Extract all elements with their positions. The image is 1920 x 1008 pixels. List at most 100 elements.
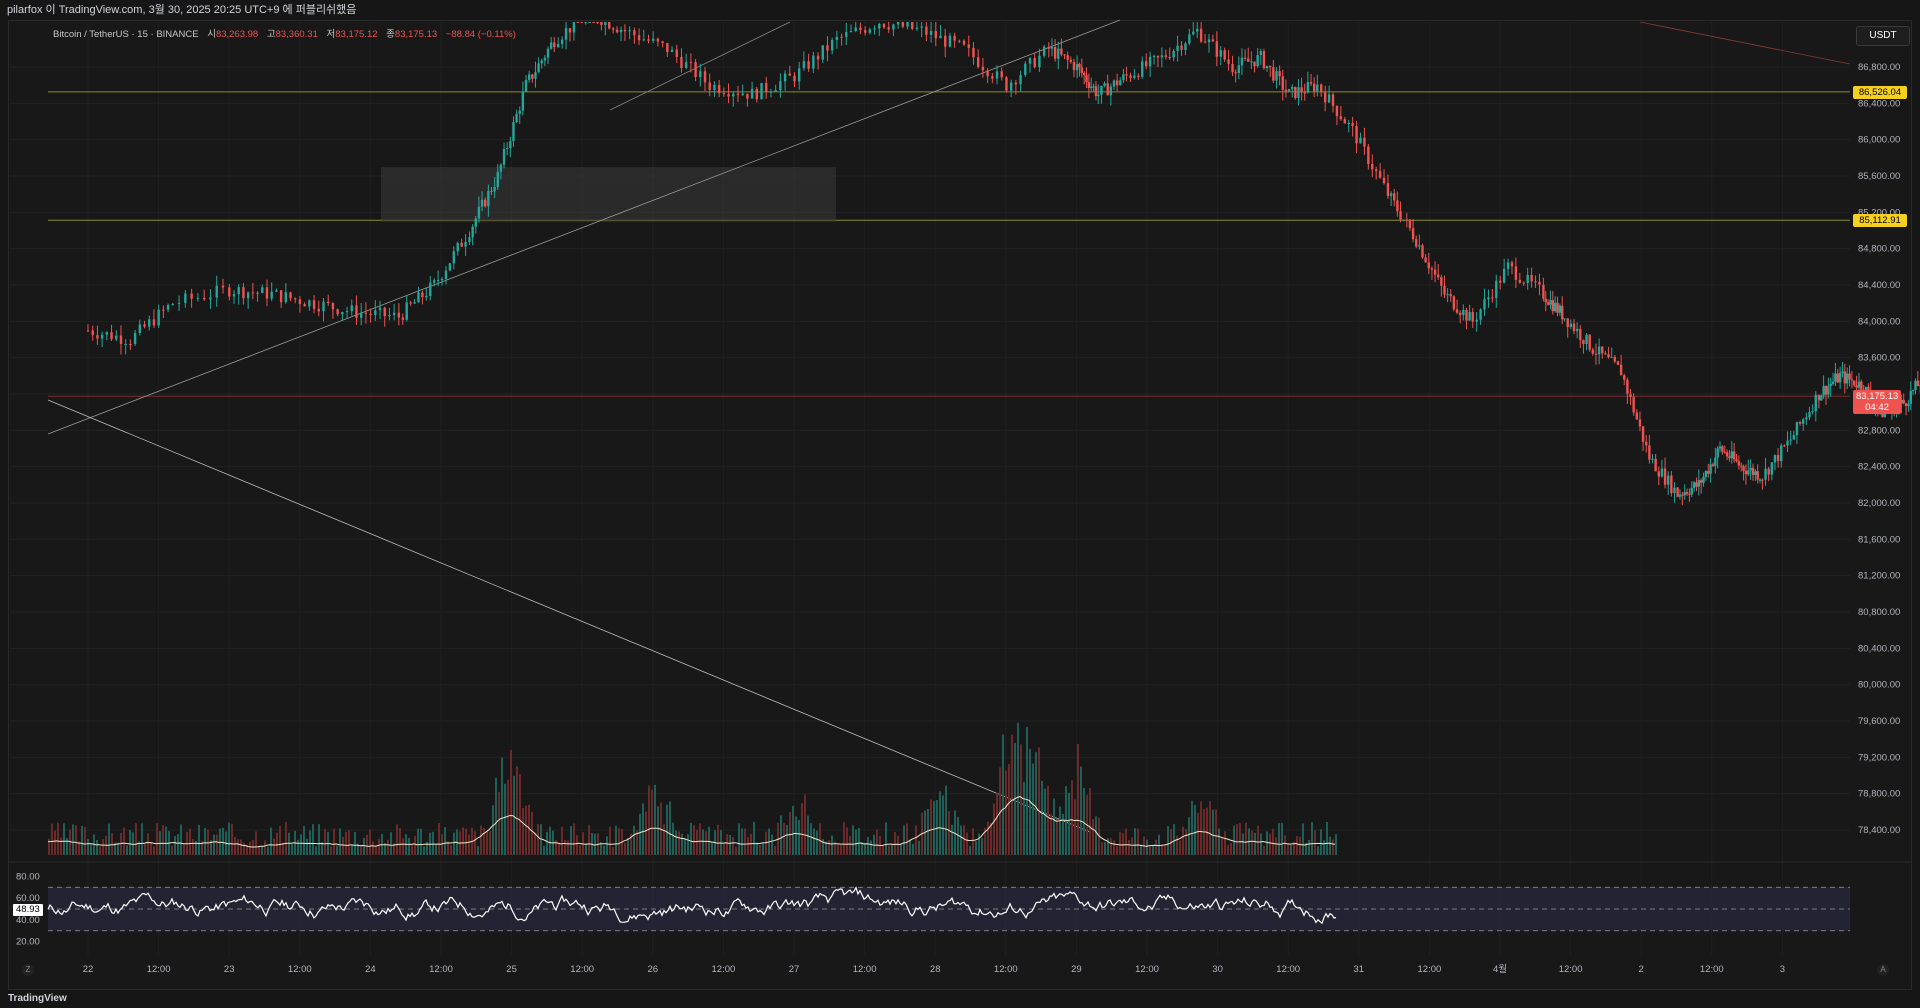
time-axis-label: 22 xyxy=(83,964,94,975)
candle-body xyxy=(524,79,528,92)
candle-body xyxy=(148,319,151,327)
volume-bar xyxy=(69,829,71,855)
candle-body xyxy=(1303,92,1306,94)
price-axis-label: 84,800.00 xyxy=(1858,244,1900,255)
candle-body xyxy=(1437,274,1440,278)
price-axis-label: 82,000.00 xyxy=(1858,498,1900,509)
candle-body xyxy=(1038,55,1041,68)
volume-bar xyxy=(759,844,761,855)
volume-bar xyxy=(507,779,509,855)
candle-body xyxy=(515,113,518,123)
volume-bar xyxy=(387,839,389,855)
volume-bar xyxy=(657,806,659,855)
symbol-name[interactable]: Bitcoin / TetherUS · 15 · BINANCE xyxy=(53,29,199,40)
rsi-value-tag: 48.93 xyxy=(13,904,43,916)
candle-body xyxy=(1066,55,1069,60)
candle-body xyxy=(1702,476,1705,483)
time-axis-label: 12:00 xyxy=(1700,964,1724,975)
volume-bar xyxy=(1314,830,1316,855)
volume-bar xyxy=(309,830,311,855)
candle-body xyxy=(920,26,923,28)
candle-body xyxy=(242,287,245,299)
volume-bar xyxy=(393,843,395,855)
candle-body xyxy=(166,304,170,310)
candle-body xyxy=(177,302,181,304)
candle-body xyxy=(261,287,264,294)
volume-bar xyxy=(888,845,890,855)
volume-bar xyxy=(189,828,191,855)
candle-body xyxy=(232,294,236,297)
candle-body xyxy=(915,27,919,29)
volume-bar xyxy=(1167,825,1169,855)
candle-body xyxy=(537,63,540,73)
volume-bar xyxy=(486,830,488,855)
candle-body xyxy=(1827,386,1830,395)
volume-bar xyxy=(1263,845,1265,855)
candle-body xyxy=(303,304,306,307)
volume-bar xyxy=(321,842,323,855)
candle-body xyxy=(1754,471,1757,475)
volume-bar xyxy=(543,845,545,855)
volume-bar xyxy=(1113,840,1115,855)
volume-bar xyxy=(252,840,254,855)
volume-bar xyxy=(1302,823,1304,855)
candle-body xyxy=(1371,164,1374,170)
candle-body xyxy=(840,36,843,38)
candle-body xyxy=(228,287,231,297)
volume-bar xyxy=(1239,823,1241,855)
currency-button[interactable]: USDT xyxy=(1856,26,1910,46)
timezone-button[interactable]: Z xyxy=(22,964,34,976)
volume-bar xyxy=(222,827,224,855)
candle-body xyxy=(976,57,980,67)
candle-body xyxy=(1663,468,1667,485)
candle-body xyxy=(642,39,645,41)
volume-bar xyxy=(498,791,500,855)
candle-body xyxy=(1811,411,1814,413)
candle-body xyxy=(1297,87,1300,98)
candle-body xyxy=(512,122,515,142)
volume-bar xyxy=(174,836,176,855)
volume-bar xyxy=(354,831,356,855)
candle-body xyxy=(584,22,587,23)
volume-bar xyxy=(315,846,317,855)
candle-body xyxy=(289,292,292,299)
candle-body xyxy=(666,43,669,52)
countdown-value: 04:42 xyxy=(1865,402,1889,413)
volume-bar xyxy=(114,842,116,855)
volume-bar xyxy=(378,838,380,855)
auto-scale-button[interactable]: A xyxy=(1877,964,1889,976)
candle-body xyxy=(1092,86,1095,88)
candle-body xyxy=(750,88,754,99)
candle-body xyxy=(576,22,580,23)
price-axis-label: 79,200.00 xyxy=(1858,752,1900,763)
volume-bar xyxy=(705,831,707,855)
high-label: 고 xyxy=(266,29,276,40)
candle-body xyxy=(1798,422,1802,424)
volume-bar xyxy=(366,834,368,855)
candle-body xyxy=(1561,305,1564,320)
volume-bar xyxy=(834,841,836,855)
candle-body xyxy=(1085,75,1088,83)
candle-body xyxy=(521,91,525,111)
candle-body xyxy=(493,187,496,192)
volume-bar xyxy=(948,811,950,855)
candle-body xyxy=(350,305,353,312)
candle-body xyxy=(162,309,165,311)
volume-bar xyxy=(60,837,62,855)
tradingview-logo[interactable]: TradingView xyxy=(8,993,67,1004)
volume-bar xyxy=(681,833,683,855)
volume-bar xyxy=(1173,824,1175,855)
volume-bar xyxy=(882,845,884,855)
price-axis-label: 82,400.00 xyxy=(1858,462,1900,473)
volume-bar xyxy=(1119,832,1121,855)
candle-body xyxy=(1063,54,1066,56)
candle-body xyxy=(765,82,768,93)
volume-bar xyxy=(861,842,863,855)
price-axis-label: 85,200.00 xyxy=(1858,207,1900,218)
candle-body xyxy=(1396,200,1399,212)
volume-bar xyxy=(828,840,830,855)
candle-body xyxy=(209,297,212,300)
candle-body xyxy=(1538,281,1541,285)
candle-body xyxy=(1386,183,1390,196)
